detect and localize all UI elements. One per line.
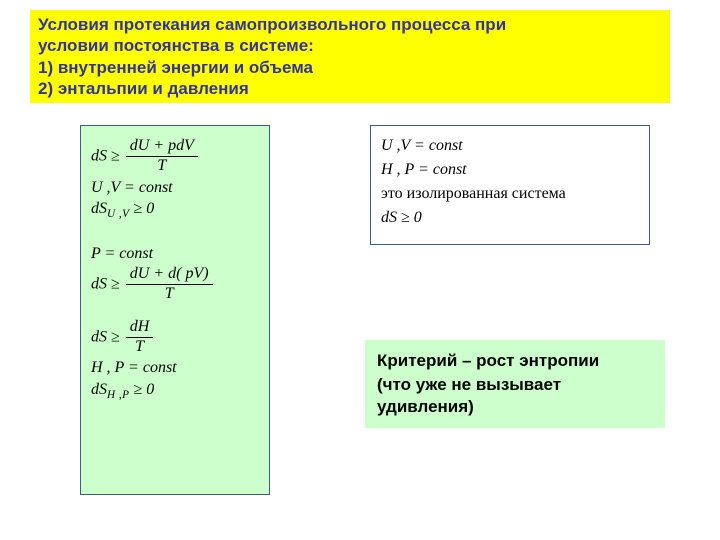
eq1-num: dU + pdV — [126, 138, 198, 157]
criterion-line-1: Критерий – рост энтропии — [377, 350, 653, 372]
eq5-num: dU + d( pV) — [126, 266, 213, 285]
eq5-frac: dU + d( pV) T — [126, 266, 213, 303]
eq5-den: T — [126, 285, 213, 303]
header-line-4: 2) энтальпии и давления — [38, 78, 662, 99]
criterion-box: Критерий – рост энтропии (что уже не выз… — [365, 340, 665, 428]
eq3-sub: U ,V — [107, 208, 130, 220]
eq6-num: dH — [126, 319, 154, 338]
eq8-lhs: dS — [91, 381, 107, 398]
eq1-lhs: dS ≥ — [91, 148, 120, 165]
eq-ds-ge-frac3: dS ≥ dH T — [91, 319, 259, 356]
eq6-frac: dH T — [126, 319, 154, 356]
eq6-lhs: dS ≥ — [91, 328, 120, 345]
eq-dshp: dSH ,P ≥ 0 — [91, 381, 259, 402]
right-equations-box: U ,V = const H , P = const это изолирова… — [370, 125, 650, 245]
eq8-sub: H ,P — [107, 389, 130, 401]
eq1-frac: dU + pdV T — [126, 138, 198, 175]
slide: Условия протекания самопроизвольного про… — [0, 0, 720, 540]
eq8-rhs: ≥ 0 — [130, 381, 155, 398]
eq-ds-ge-frac2: dS ≥ dU + d( pV) T — [91, 266, 259, 303]
eq-uvconst: U ,V = const — [91, 179, 259, 197]
header-line-2: условии постоянства в системе: — [38, 35, 662, 56]
eq3-rhs: ≥ 0 — [130, 200, 155, 217]
header-box: Условия протекания самопроизвольного про… — [30, 10, 670, 103]
eq5-lhs: dS ≥ — [91, 276, 120, 293]
header-line-3: 1) внутренней энергии и объема — [38, 57, 662, 78]
eq-ds-ge-frac1: dS ≥ dU + pdV T — [91, 138, 259, 175]
criterion-line-2: (что уже не вызывает удивления) — [377, 374, 653, 418]
r-eq4: dS ≥ 0 — [381, 208, 639, 228]
eq-hpconst: H , P = const — [91, 359, 259, 377]
header-line-1: Условия протекания самопроизвольного про… — [38, 14, 662, 35]
left-equations-box: dS ≥ dU + pdV T U ,V = const dSU ,V ≥ 0 … — [80, 125, 270, 495]
r-eq1: U ,V = const — [381, 136, 639, 156]
eq1-den: T — [126, 157, 198, 175]
eq6-den: T — [126, 338, 154, 356]
eq3-lhs: dS — [91, 200, 107, 217]
r-eq3: это изолированная система — [381, 184, 639, 204]
eq-pconst: P = const — [91, 245, 259, 263]
eq-dsuv: dSU ,V ≥ 0 — [91, 200, 259, 221]
r-eq2: H , P = const — [381, 160, 639, 180]
